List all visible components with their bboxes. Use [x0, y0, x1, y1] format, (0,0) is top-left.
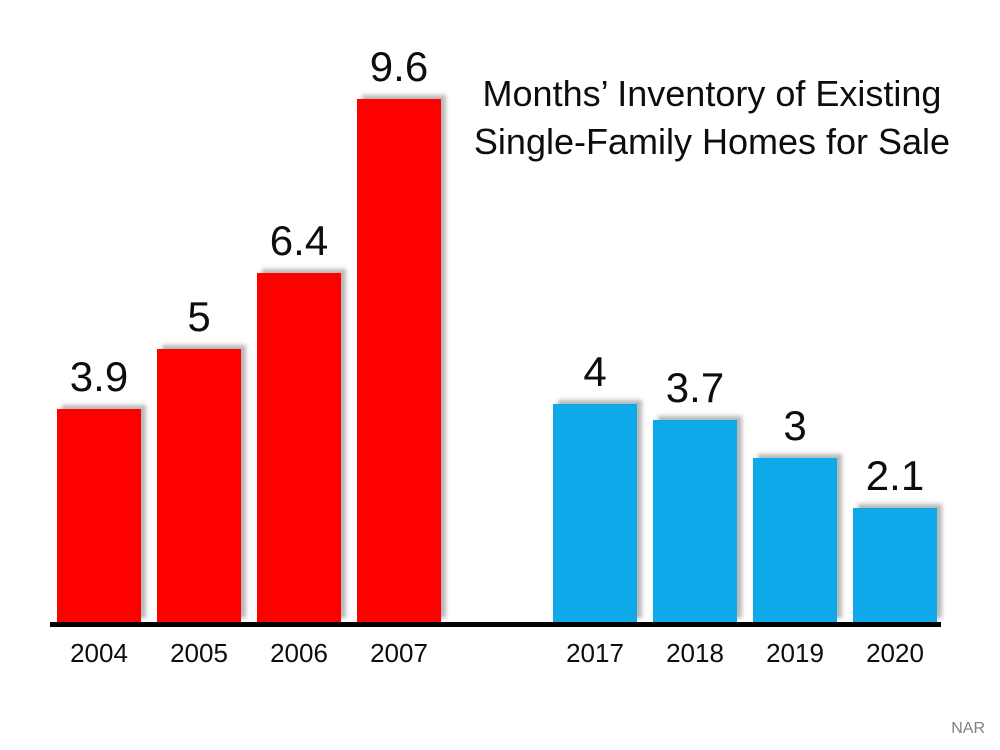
year-label-2017: 2017: [566, 638, 624, 668]
value-label-2005: 5: [187, 293, 211, 340]
value-label-2006: 6.4: [269, 217, 329, 264]
value-label-2004: 3.9: [69, 353, 129, 400]
chart-title-line2: Single-Family Homes for Sale: [473, 121, 951, 162]
year-label-2006: 2006: [270, 638, 328, 668]
value-label-2018: 3.7: [665, 364, 725, 411]
bar-2007: [357, 99, 441, 622]
bar-2017: [553, 404, 637, 622]
bar-2004: [57, 409, 141, 622]
bar-2006: [257, 273, 341, 622]
value-label-2017: 4: [583, 348, 607, 395]
year-label-2007: 2007: [370, 638, 428, 668]
chart-title: Months’ Inventory of Existing Single-Fam…: [432, 70, 992, 166]
bar-2019: [753, 458, 837, 622]
value-label-2019: 3: [783, 402, 807, 449]
year-label-2019: 2019: [766, 638, 824, 668]
value-label-2020: 2.1: [865, 452, 925, 499]
year-label-2004: 2004: [70, 638, 128, 668]
value-label-2007: 9.6: [369, 43, 429, 90]
x-axis: [50, 622, 941, 627]
bar-2018: [653, 420, 737, 622]
chart-title-line1: Months’ Inventory of Existing: [482, 73, 942, 114]
source-label: NAR: [951, 720, 985, 737]
bar-2020: [853, 508, 937, 622]
bar-2005: [157, 349, 241, 622]
year-label-2020: 2020: [866, 638, 924, 668]
year-label-2005: 2005: [170, 638, 228, 668]
year-label-2018: 2018: [666, 638, 724, 668]
